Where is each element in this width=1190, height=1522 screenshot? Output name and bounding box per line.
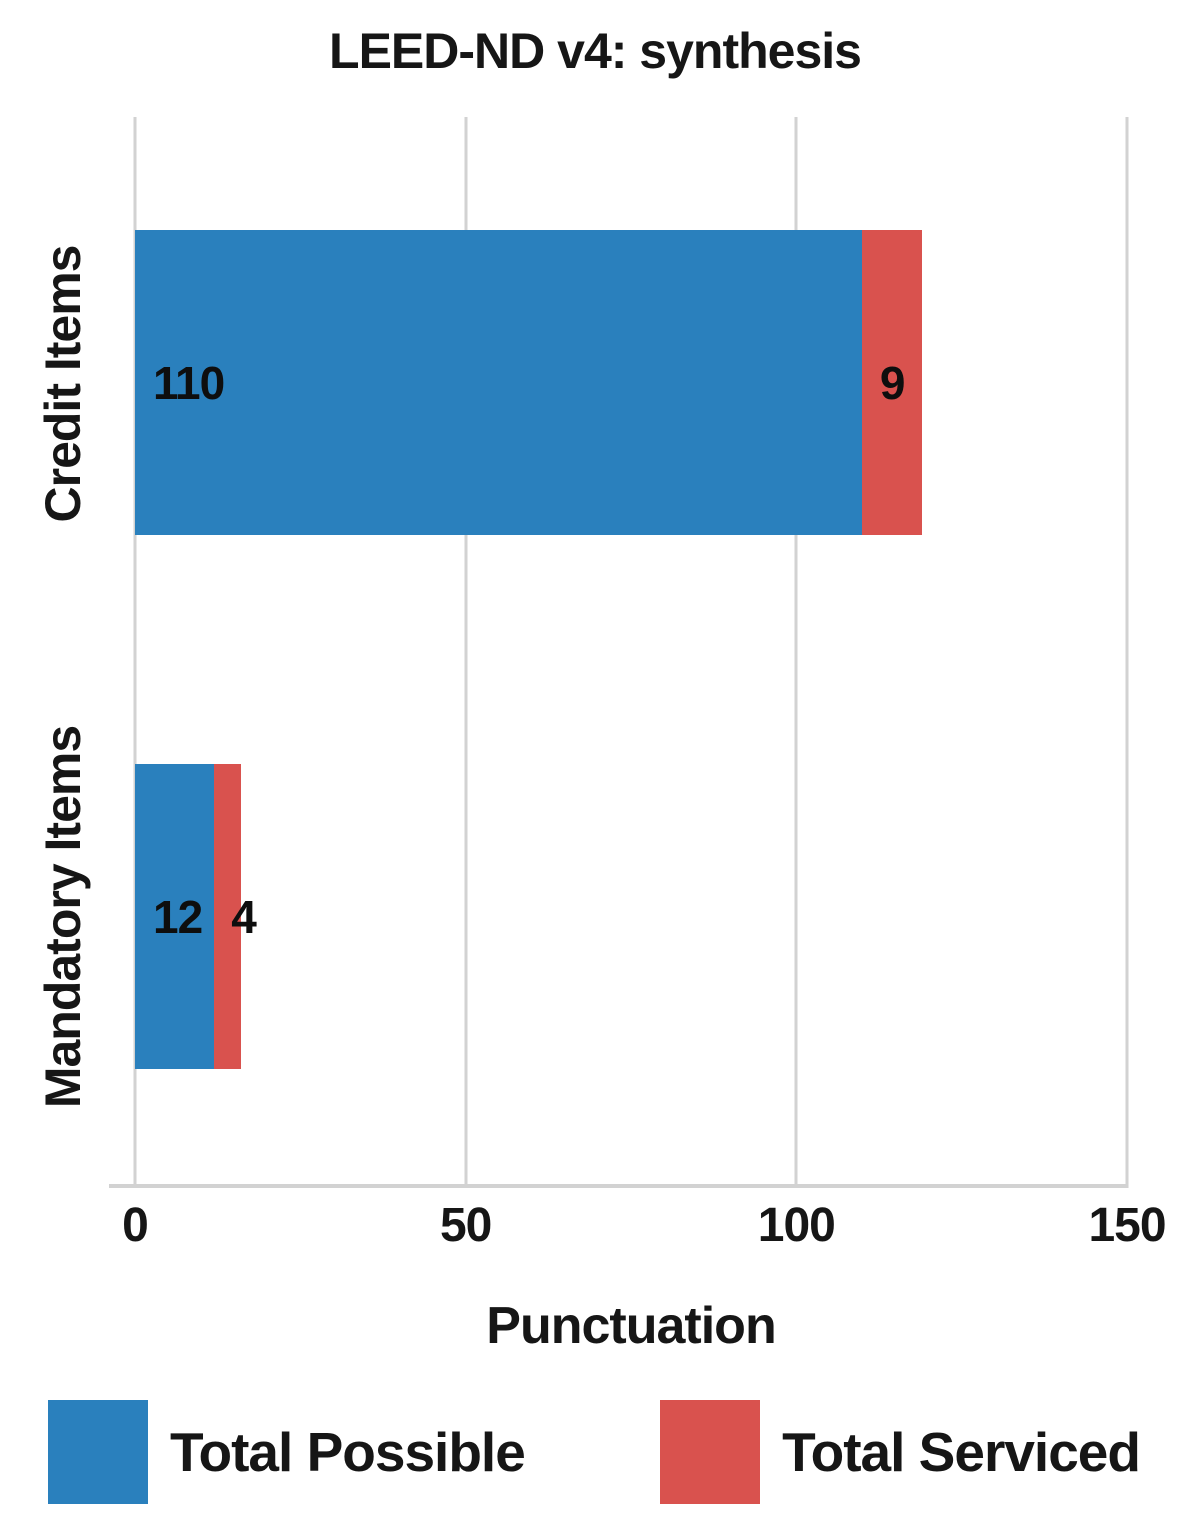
bar-segment-total-possible-mandatory: 12 <box>135 764 215 1069</box>
gridline-0 <box>133 117 137 1188</box>
x-tick-100: 100 <box>757 1199 836 1252</box>
bar-value-label: 9 <box>879 356 906 409</box>
y-axis-labels: Credit Items Mandatory Items <box>8 117 118 1184</box>
category-label-credit-items: Credit Items <box>35 245 91 523</box>
bar-row-credit-items: 110 9 <box>135 230 1127 535</box>
x-axis-ticks: 0 50 100 150 <box>122 1198 1166 1258</box>
plot-area: 110 9 12 4 <box>109 117 1129 1188</box>
legend-label: Total Serviced <box>782 1421 1141 1483</box>
x-axis-title: Punctuation <box>486 1297 776 1355</box>
category-label-mandatory-items: Mandatory Items <box>35 726 91 1109</box>
x-tick-150: 150 <box>1088 1199 1166 1252</box>
bar-value-label: 4 <box>231 890 257 943</box>
gridline-100 <box>794 117 798 1188</box>
legend-item-total-serviced: Total Serviced <box>660 1400 1141 1504</box>
x-axis-line <box>109 1184 1128 1188</box>
bar-segment-total-serviced-mandatory: 4 <box>214 764 257 1069</box>
legend-swatch-total-possible-icon <box>48 1400 148 1504</box>
bar-row-mandatory-items: 12 4 <box>135 764 1127 1069</box>
legend: Total Possible Total Serviced <box>48 1400 1141 1504</box>
gridline-150 <box>1125 117 1129 1188</box>
legend-item-total-possible: Total Possible <box>48 1400 526 1504</box>
legend-label: Total Possible <box>170 1421 526 1483</box>
x-tick-0: 0 <box>122 1199 149 1252</box>
bar-value-label: 12 <box>153 890 203 943</box>
x-tick-50: 50 <box>439 1199 492 1252</box>
chart-title: LEED-ND v4: synthesis <box>329 23 862 79</box>
bar-value-label: 110 <box>153 356 225 409</box>
bar-segment-total-possible-credit: 110 <box>135 230 863 535</box>
legend-swatch-total-serviced-icon <box>660 1400 761 1504</box>
gridline-50 <box>464 117 468 1188</box>
bar-segment-total-serviced-credit: 9 <box>862 230 922 535</box>
